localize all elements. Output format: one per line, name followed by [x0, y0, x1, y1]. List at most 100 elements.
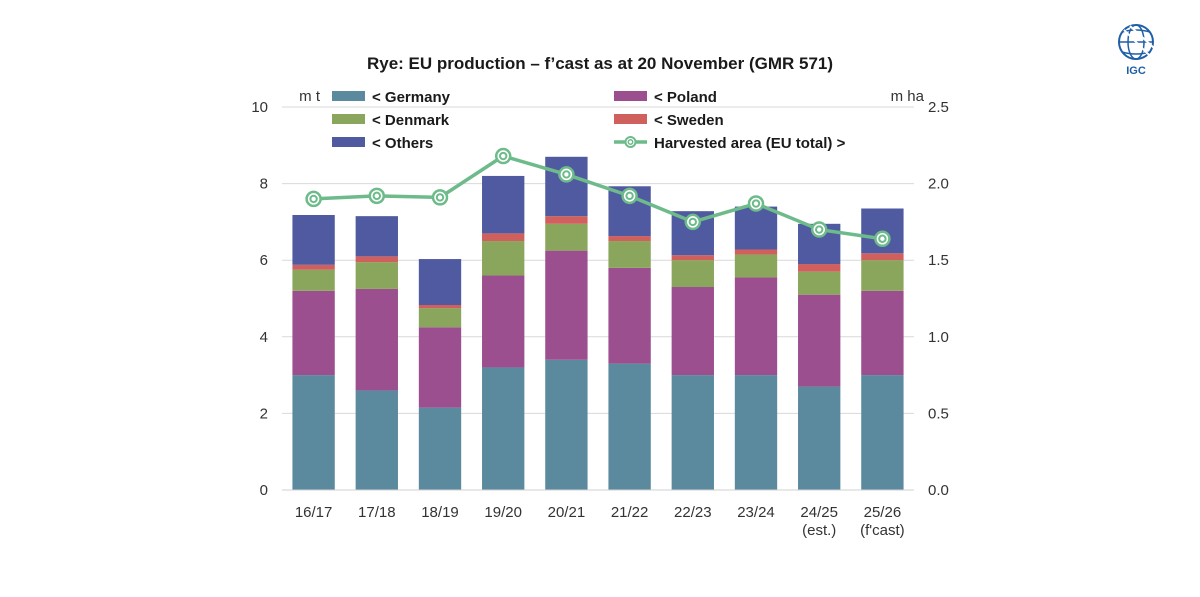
igc-logo: IGC — [1118, 24, 1155, 77]
bar-segment — [418, 308, 462, 328]
bar-segment — [418, 407, 462, 490]
x-axis-ticks: 16/17 17/18 18/19 19/20 20/21 21/22 22/23 23/24… — [295, 504, 905, 539]
left-axis-tick-label: 4 — [260, 329, 268, 346]
bar-segment — [355, 216, 398, 257]
left-axis-tick-label: 10 — [251, 99, 268, 116]
right-axis-tick-label: 1.5 — [928, 252, 949, 269]
bar-segment — [355, 256, 398, 263]
bar-segment — [418, 259, 462, 306]
x-axis-tick-label: 16/17 — [295, 504, 333, 521]
globe-icon — [1118, 24, 1155, 60]
bar-segment — [861, 253, 904, 261]
harvested-area-point-inner — [688, 217, 697, 227]
harvested-area-point-inner — [309, 194, 318, 204]
x-axis-tick-label: (f'cast) — [860, 522, 905, 539]
bar-segment — [798, 271, 841, 295]
harvested-area-point-inner — [435, 193, 445, 202]
legend-swatch — [332, 137, 365, 147]
bar-segment — [671, 260, 714, 288]
legend: < Germany < Poland < Denmark < Sweden < Othe… — [332, 89, 846, 152]
harvested-area-point-inner — [751, 199, 761, 208]
bar-segment — [545, 223, 588, 251]
bar-segment — [418, 327, 462, 408]
x-axis-tick-label: (est.) — [802, 522, 836, 539]
left-axis-tick-label: 6 — [260, 252, 268, 269]
x-axis-tick-label: 20/21 — [548, 504, 586, 521]
x-axis-tick-label: 19/20 — [484, 504, 522, 521]
bar-segment — [418, 305, 462, 309]
legend-line-marker-inner — [627, 139, 634, 145]
left-axis-tick-label: 2 — [260, 405, 268, 422]
bar-segment — [798, 294, 841, 387]
right-axis-ticks: 0.0 0.5 1.0 1.5 2.0 2.5 — [928, 99, 949, 499]
bar-segment — [292, 215, 335, 265]
left-axis-unit: m t — [299, 88, 321, 105]
bar-segment — [734, 277, 778, 376]
bar-segment — [734, 375, 778, 490]
bars — [292, 156, 904, 490]
x-axis-tick-label: 25/26 — [864, 504, 902, 521]
bar-segment — [671, 255, 714, 261]
bar-segment — [292, 269, 335, 291]
legend-label: < Poland — [654, 89, 717, 106]
bar-segment — [861, 260, 904, 291]
harvested-area-point-inner — [562, 170, 571, 179]
bar-segment — [545, 156, 588, 217]
bar-segment — [482, 233, 525, 242]
bar-segment — [861, 375, 904, 490]
bar-segment — [545, 359, 588, 490]
harvested-area-point-inner — [372, 191, 381, 201]
bar-segment — [798, 264, 841, 272]
left-axis-tick-label: 0 — [260, 482, 268, 499]
bar-segment — [734, 206, 778, 250]
igc-logo-text: IGC — [1126, 65, 1146, 77]
bar-segment — [292, 290, 335, 376]
bar-segment — [545, 216, 588, 224]
bar-segment — [608, 363, 651, 490]
x-axis-tick-label: 24/25 — [800, 504, 838, 521]
bar-segment — [734, 254, 778, 278]
bar-segment — [608, 267, 651, 364]
legend-label: Harvested area (EU total) > — [654, 135, 846, 152]
legend-label: < Germany — [372, 89, 451, 106]
right-axis-tick-label: 0.0 — [928, 482, 949, 499]
harvested-area-point-inner — [878, 234, 887, 243]
harvested-area-point-inner — [499, 151, 508, 161]
left-axis-ticks: 0 2 4 6 8 10 — [251, 99, 268, 499]
legend-swatch — [332, 114, 365, 124]
bar-segment — [482, 275, 525, 368]
harvested-area-point-inner — [815, 225, 824, 234]
bar-segment — [482, 175, 525, 234]
bar-segment — [798, 386, 841, 490]
right-axis-tick-label: 2.0 — [928, 176, 949, 193]
bar-segment — [355, 390, 398, 490]
right-axis-tick-label: 1.0 — [928, 329, 949, 346]
legend-label: < Denmark — [372, 112, 450, 129]
right-axis-unit: m ha — [891, 88, 925, 105]
bar-segment — [671, 375, 714, 490]
right-axis-tick-label: 2.5 — [928, 99, 949, 116]
harvested-area-line-path — [313, 154, 883, 241]
left-axis-tick-label: 8 — [260, 176, 268, 193]
legend-swatch — [332, 91, 365, 101]
bar-segment — [355, 262, 398, 289]
legend-swatch — [614, 114, 647, 124]
legend-swatch — [614, 91, 647, 101]
x-axis-tick-label: 18/19 — [421, 504, 459, 521]
bar-segment — [734, 249, 778, 255]
bar-segment — [292, 264, 335, 270]
bar-segment — [545, 250, 588, 360]
bar-segment — [355, 288, 398, 391]
harvested-area-line — [305, 147, 891, 248]
bar-segment — [292, 375, 335, 490]
right-axis-tick-label: 0.5 — [928, 405, 949, 422]
x-axis-tick-label: 21/22 — [611, 504, 649, 521]
bar-segment — [671, 287, 714, 376]
bar-segment — [482, 367, 525, 490]
bar-segment — [861, 290, 904, 376]
harvested-area-point-inner — [625, 191, 634, 201]
x-axis-tick-label: 22/23 — [674, 504, 712, 521]
x-axis-tick-label: 23/24 — [737, 504, 775, 521]
bar-segment — [482, 241, 525, 276]
